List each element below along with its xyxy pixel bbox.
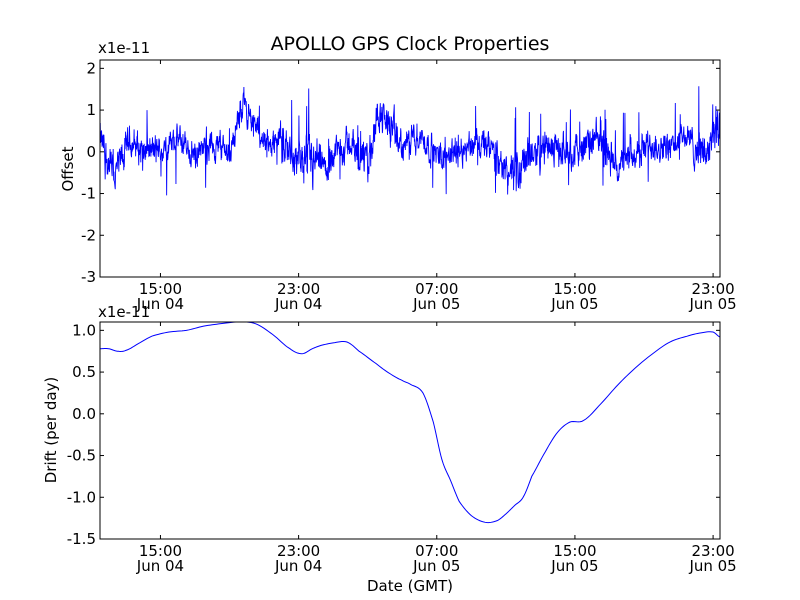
drift-y-tick-label: 0.5 [72, 363, 96, 381]
drift-series-line [100, 322, 720, 524]
offset-x-tick-time: 15:00 [553, 280, 596, 298]
drift-y-label: Drift (per day) [42, 377, 60, 484]
drift-x-tick-time: 23:00 [277, 542, 320, 560]
offset-y-tick-label: -2 [81, 226, 96, 244]
drift-multiplier: x1e-11 [98, 303, 150, 321]
drift-x-tick-date: Jun 04 [136, 557, 184, 575]
drift-x-label: Date (GMT) [367, 577, 453, 595]
offset-multiplier: x1e-11 [98, 39, 150, 57]
drift-y-tick-label: 1.0 [72, 321, 96, 339]
offset-x-tick-time: 15:00 [139, 280, 182, 298]
offset-y-tick-label: 0 [86, 143, 96, 161]
drift-y-tick-label: -0.5 [67, 447, 96, 465]
drift-x-tick-date: Jun 05 [550, 557, 598, 575]
drift-x-tick-time: 15:00 [553, 542, 596, 560]
offset-y-tick-label: 1 [86, 101, 96, 119]
drift-y-tick-label: -1.5 [67, 530, 96, 548]
offset-y-tick-label: -1 [81, 185, 96, 203]
drift-x-tick-time: 15:00 [139, 542, 182, 560]
offset-x-tick-time: 23:00 [277, 280, 320, 298]
offset-x-tick-date: Jun 05 [550, 295, 598, 313]
offset-y-tick-label: -3 [81, 268, 96, 286]
drift-axes-frame [99, 321, 721, 540]
drift-y-tick-label: -1.0 [67, 488, 96, 506]
drift-x-tick-time: 07:00 [415, 542, 458, 560]
offset-y-label: Offset [59, 146, 77, 191]
offset-x-tick-time: 23:00 [691, 280, 734, 298]
offset-panel: APOLLO GPS Clock Properties x1e-11 Offse… [59, 33, 737, 313]
drift-panel: x1e-11 Drift (per day) Date (GMT) -1.5 -1… [42, 303, 737, 595]
offset-x-tick-date: Jun 04 [274, 295, 322, 313]
offset-axes-frame [99, 59, 721, 278]
offset-x-tick-date: Jun 04 [136, 295, 184, 313]
drift-x-tick-date: Jun 05 [688, 557, 736, 575]
chart-title: APOLLO GPS Clock Properties [271, 33, 550, 55]
drift-x-tick-date: Jun 05 [412, 557, 460, 575]
offset-x-tick-time: 07:00 [415, 280, 458, 298]
offset-x-tick-date: Jun 05 [688, 295, 736, 313]
offset-x-tick-date: Jun 05 [412, 295, 460, 313]
drift-x-tick-date: Jun 04 [274, 557, 322, 575]
drift-y-tick-label: 0.0 [72, 405, 96, 423]
offset-series-line [100, 86, 720, 196]
offset-y-tick-label: 2 [86, 59, 96, 77]
drift-x-tick-time: 23:00 [691, 542, 734, 560]
